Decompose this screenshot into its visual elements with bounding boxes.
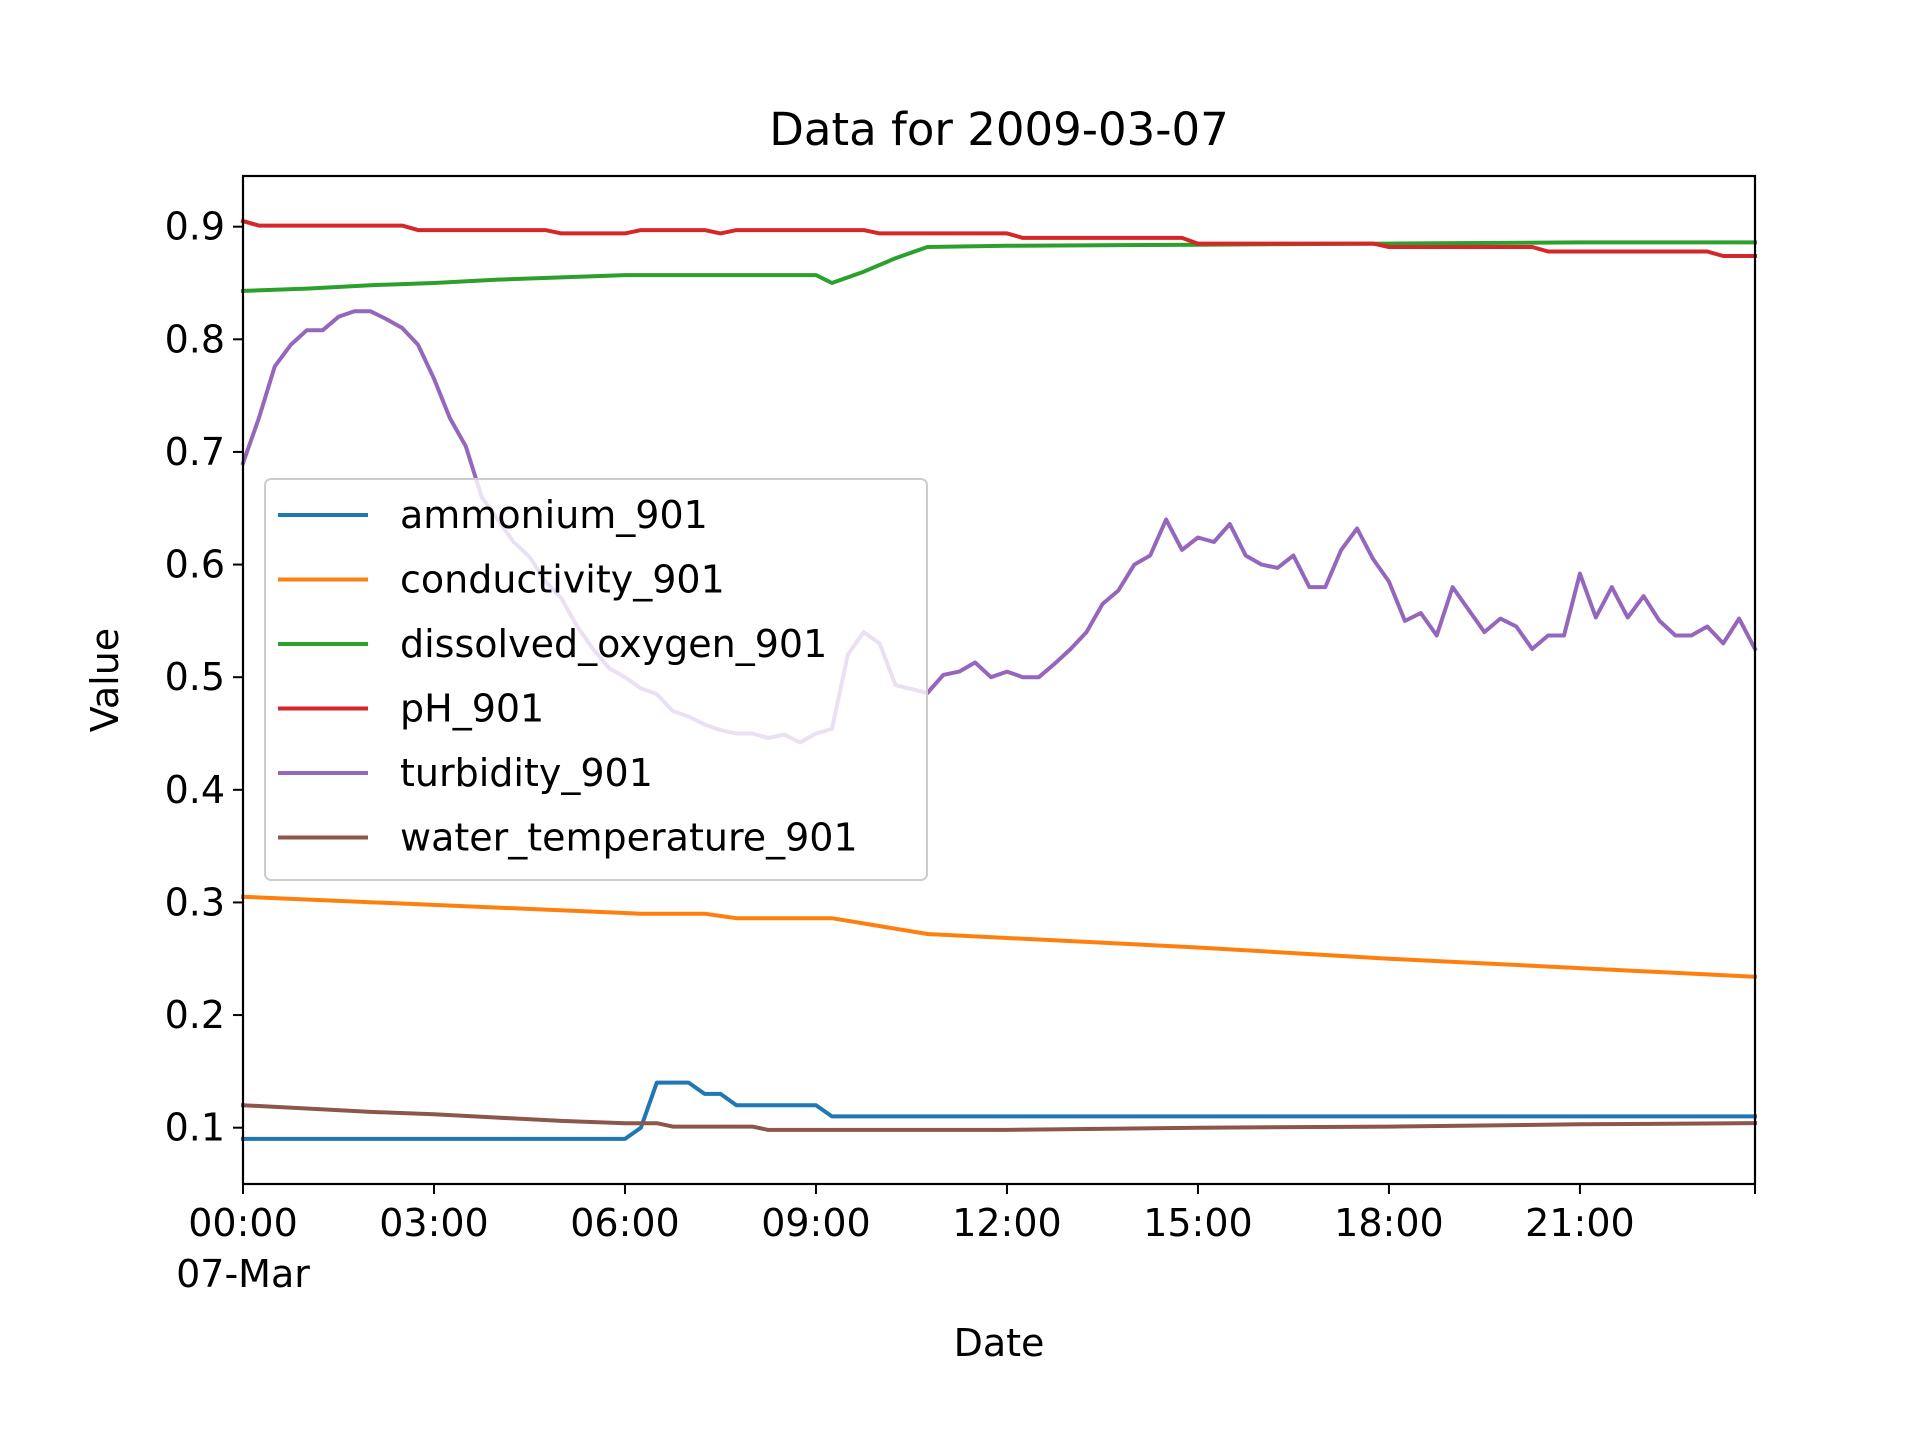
- x-tick-label: 18:00: [1334, 1201, 1444, 1245]
- y-tick-label: 0.2: [165, 993, 225, 1037]
- y-tick-label: 0.4: [165, 768, 225, 812]
- x-tick-label: 03:00: [379, 1201, 489, 1245]
- y-tick-label: 0.3: [165, 880, 225, 924]
- y-tick-label: 0.1: [165, 1106, 225, 1150]
- legend-label: conductivity_901: [400, 558, 725, 602]
- series-line-conductivity-901: [240, 894, 1758, 979]
- legend-label: pH_901: [400, 687, 544, 731]
- series-line-water-temperature-901: [240, 1103, 1758, 1132]
- x-tick-label: 15:00: [1143, 1201, 1253, 1245]
- plot-frame: [241, 174, 1757, 1186]
- legend-label: dissolved_oxygen_901: [400, 622, 827, 666]
- y-tick-label: 0.8: [165, 317, 225, 361]
- legend-box: [264, 478, 928, 881]
- legend: ammonium_901 conductivity_901 dissolved_ox…: [264, 478, 928, 881]
- x-tick-label: 06:00: [570, 1201, 680, 1245]
- x-tick-label: 09:00: [761, 1201, 871, 1245]
- legend-label: water_temperature_901: [400, 816, 858, 860]
- y-tick-label: 0.5: [165, 655, 225, 699]
- y-axis: 0.1 0.2 0.3 0.4 0.5 0.6 0.7 0.8 0.9: [165, 205, 243, 1150]
- legend-label: ammonium_901: [400, 493, 708, 537]
- y-tick-label: 0.7: [165, 430, 225, 474]
- x-axis-title: Date: [954, 1321, 1045, 1365]
- series-line-ammonium-901: [241, 1080, 1757, 1141]
- series-layer: [240, 218, 1758, 1141]
- x-tick-label: 12:00: [952, 1201, 1062, 1245]
- y-axis-title: Value: [83, 628, 127, 732]
- y-tick-label: 0.6: [165, 543, 225, 587]
- y-tick-label: 0.9: [165, 205, 225, 249]
- chart-title: Data for 2009-03-07: [769, 103, 1228, 156]
- x-axis: 00:00 07-Mar 03:00 06:00 09:00 12:00 15:00 18:0…: [176, 1184, 1756, 1296]
- series-line-pH-901: [240, 218, 1757, 258]
- x-tick-label: 21:00: [1525, 1201, 1635, 1245]
- x-tick-sublabel: 07-Mar: [176, 1252, 310, 1296]
- x-tick-label: 00:00: [188, 1201, 298, 1245]
- legend-label: turbidity_901: [400, 751, 653, 795]
